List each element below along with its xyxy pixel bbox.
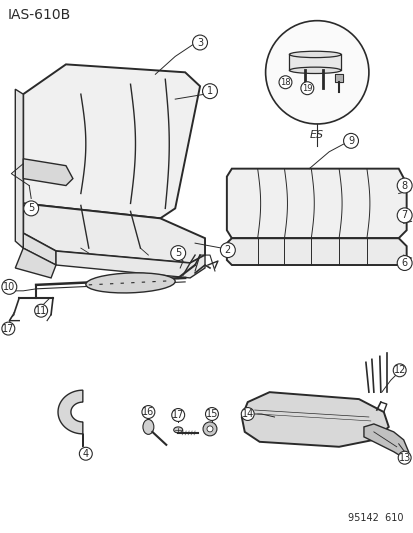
Circle shape (392, 364, 405, 377)
Circle shape (170, 246, 185, 261)
Text: 7: 7 (401, 211, 407, 220)
Circle shape (35, 304, 47, 317)
Polygon shape (23, 159, 73, 185)
Circle shape (202, 84, 217, 99)
Polygon shape (241, 392, 388, 447)
Circle shape (396, 256, 411, 270)
Ellipse shape (289, 51, 340, 58)
Circle shape (265, 21, 368, 124)
Text: 95142  610: 95142 610 (347, 513, 403, 523)
Polygon shape (23, 204, 204, 263)
Text: 6: 6 (401, 258, 407, 268)
Text: 2: 2 (224, 245, 230, 255)
Text: 19: 19 (301, 84, 312, 93)
Polygon shape (15, 89, 23, 248)
Circle shape (397, 451, 410, 464)
Text: 17: 17 (171, 410, 184, 420)
Text: 15: 15 (205, 409, 218, 419)
Circle shape (79, 447, 92, 460)
Polygon shape (226, 238, 406, 265)
Text: ES: ES (309, 130, 323, 140)
Text: 10: 10 (3, 282, 15, 292)
Circle shape (192, 35, 207, 50)
Polygon shape (23, 233, 56, 265)
Text: 8: 8 (401, 181, 407, 190)
Text: 14: 14 (241, 409, 253, 419)
Circle shape (171, 408, 184, 422)
Text: 12: 12 (393, 365, 405, 375)
Ellipse shape (142, 419, 154, 434)
Circle shape (2, 279, 17, 294)
Polygon shape (226, 168, 406, 238)
Text: 9: 9 (347, 136, 353, 146)
Polygon shape (335, 74, 342, 82)
Text: 4: 4 (83, 449, 89, 459)
Text: 11: 11 (35, 306, 47, 316)
Ellipse shape (173, 427, 182, 433)
Text: 18: 18 (280, 78, 290, 87)
Circle shape (24, 201, 38, 216)
Text: 13: 13 (398, 453, 410, 463)
Circle shape (278, 76, 291, 88)
Circle shape (300, 82, 313, 95)
Polygon shape (23, 64, 199, 219)
Circle shape (396, 178, 411, 193)
Polygon shape (58, 390, 83, 447)
Circle shape (241, 408, 254, 421)
Circle shape (2, 322, 15, 335)
Circle shape (142, 406, 154, 418)
Polygon shape (15, 248, 56, 278)
Circle shape (205, 408, 218, 421)
Circle shape (396, 208, 411, 223)
Circle shape (202, 422, 216, 436)
Circle shape (206, 426, 212, 432)
Text: IAS-610B: IAS-610B (7, 8, 71, 22)
Polygon shape (289, 54, 340, 70)
Text: 5: 5 (28, 204, 34, 213)
Text: 16: 16 (142, 407, 154, 417)
Polygon shape (56, 251, 204, 278)
Text: 3: 3 (197, 37, 203, 47)
Polygon shape (363, 424, 408, 459)
Ellipse shape (85, 273, 175, 293)
Circle shape (343, 133, 358, 148)
Ellipse shape (289, 67, 340, 74)
Text: 5: 5 (175, 248, 181, 258)
Text: 1: 1 (206, 86, 213, 96)
Circle shape (220, 243, 235, 257)
Text: 17: 17 (2, 324, 14, 334)
